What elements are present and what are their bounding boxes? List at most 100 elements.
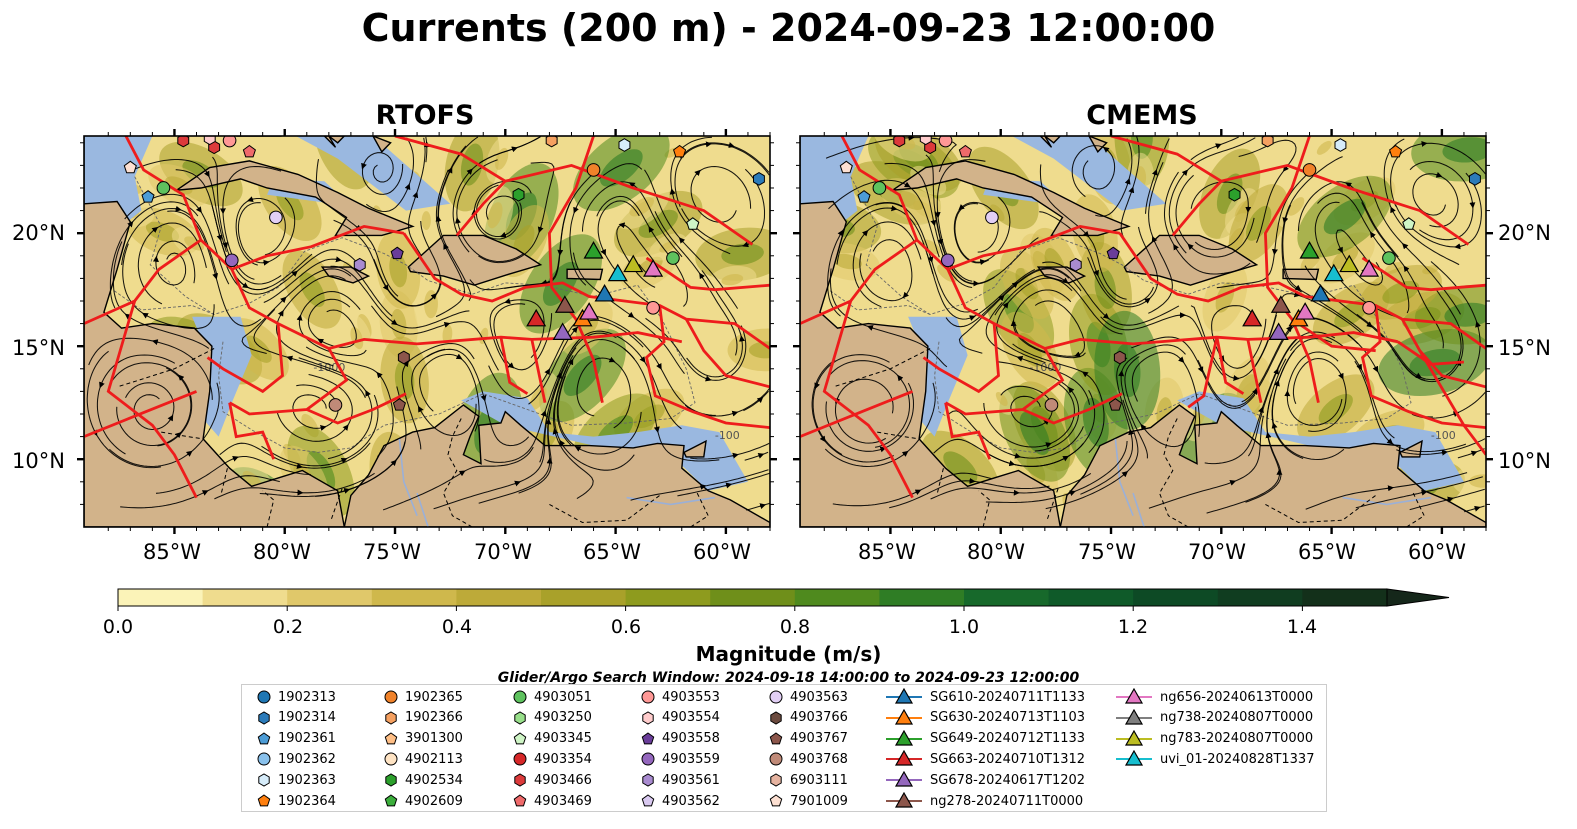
- legend-item: 1902361: [256, 729, 336, 749]
- streamline: [214, 472, 375, 500]
- streamline: [930, 472, 1092, 500]
- streamline: [292, 384, 339, 429]
- legend-item: 4903345: [512, 729, 592, 749]
- streamline: [155, 455, 311, 494]
- streamline: [1012, 343, 1105, 454]
- colorbar: [117, 588, 1450, 611]
- streamline: [1281, 156, 1343, 293]
- eez-boundary: [394, 136, 507, 183]
- streamline: [1247, 331, 1336, 457]
- argo-float-marker: [513, 690, 527, 704]
- map-figure: -1000-100 -1000-100: [77, 129, 1493, 611]
- legend-marker: [886, 729, 922, 746]
- legend-marker: [1116, 688, 1152, 704]
- argo-float-marker: [1113, 350, 1126, 365]
- streamline: [834, 378, 894, 444]
- streamline: [86, 350, 162, 469]
- streamline: [235, 197, 286, 266]
- eez-boundary: [800, 390, 914, 438]
- streamline: [1012, 289, 1086, 359]
- argo-float-marker: [1108, 398, 1122, 411]
- glider-marker: [554, 295, 575, 313]
- lon-label-left-60: 60°W: [693, 540, 751, 564]
- legend-label: 4903250: [534, 710, 592, 726]
- streamline: [829, 360, 911, 448]
- streamline: [109, 201, 199, 309]
- eez-boundary: [402, 232, 770, 350]
- argo-float-marker: [686, 217, 700, 230]
- argo-float-marker: [257, 690, 271, 704]
- streamline: [623, 348, 720, 462]
- legend-label: 6903111: [790, 772, 848, 788]
- argo-float-marker: [384, 752, 398, 766]
- glider-marker: [894, 688, 914, 704]
- colorbar-segment: [964, 589, 1050, 606]
- argo-float-marker: [222, 136, 237, 148]
- legend-label: SG630-20240713T1103: [930, 710, 1086, 726]
- lon-label-right-75: 75°W: [1078, 540, 1136, 564]
- glider-marker: [594, 283, 615, 302]
- legend-label: SG610-20240711T1133: [930, 689, 1086, 705]
- argo-float-marker: [769, 690, 783, 704]
- glider-marker: [1359, 259, 1380, 277]
- legend-item: ng656-20240613T0000: [1114, 687, 1313, 707]
- legend-marker: [385, 711, 397, 725]
- legend-label: 4903766: [790, 710, 848, 726]
- streamline: [261, 394, 379, 467]
- argo-float-marker: [514, 773, 526, 787]
- legend-marker: [642, 773, 654, 787]
- map-frame: [799, 135, 1487, 528]
- streamline: [925, 154, 995, 285]
- streamline: [670, 136, 731, 255]
- legend-item: SG649-20240712T1133: [884, 729, 1085, 749]
- streamline: [488, 314, 597, 400]
- eez-boundary: [106, 300, 198, 499]
- streamline: [475, 184, 520, 238]
- lon-label-right-60: 60°W: [1408, 540, 1466, 564]
- legend-label: ng656-20240613T0000: [1160, 689, 1314, 705]
- glider-marker: [623, 254, 644, 273]
- legend-marker: [514, 711, 526, 725]
- streamline: [946, 410, 1084, 459]
- legend-label: 1902365: [405, 689, 463, 705]
- legend-item: 6903111: [768, 770, 848, 790]
- legend-item: SG610-20240711T1133: [884, 687, 1085, 707]
- legend-item: 4903768: [768, 749, 848, 769]
- streamline: [1000, 385, 1053, 428]
- legend-item: 4903563: [768, 687, 848, 707]
- streamline: [985, 440, 1128, 504]
- legend-label: 1902364: [278, 793, 336, 809]
- glider-marker: [1124, 729, 1144, 746]
- streamline: [998, 361, 1080, 452]
- streamline: [889, 480, 1050, 509]
- argo-float-marker: [769, 731, 783, 744]
- argo-float-marker: [353, 257, 366, 272]
- streamline: [1190, 181, 1249, 251]
- streamline: [553, 365, 635, 471]
- legend-marker: [1116, 750, 1152, 766]
- legend-item: 4903559: [640, 749, 720, 769]
- streamline: [419, 353, 480, 432]
- argo-float-marker: [1469, 172, 1481, 186]
- eez-boundary: [1044, 331, 1399, 350]
- legend-item: 4903250: [512, 708, 592, 728]
- streamline: [985, 302, 1091, 405]
- search-window-text: Glider/Argo Search Window: 2024-09-18 14…: [497, 670, 1080, 684]
- legend-marker: [641, 690, 655, 704]
- streamline: [1335, 229, 1384, 286]
- argo-float-marker: [839, 160, 853, 174]
- legend-item: 1902363: [256, 770, 336, 790]
- streamline: [994, 274, 1123, 335]
- argo-float-marker: [641, 690, 655, 704]
- argo-float-marker: [514, 711, 526, 725]
- streamline: [811, 359, 894, 463]
- legend-item: 7901009: [768, 791, 848, 811]
- colorbar-tick: 0.4: [441, 616, 473, 638]
- glider-marker: [552, 322, 573, 340]
- legend-label: 4902609: [405, 793, 463, 809]
- glider-marker: [894, 750, 914, 766]
- legend-item: 1902313: [256, 687, 336, 707]
- streamline: [571, 330, 682, 430]
- argo-float-marker: [123, 160, 137, 174]
- legend-item: SG678-20240617T1202: [884, 770, 1085, 790]
